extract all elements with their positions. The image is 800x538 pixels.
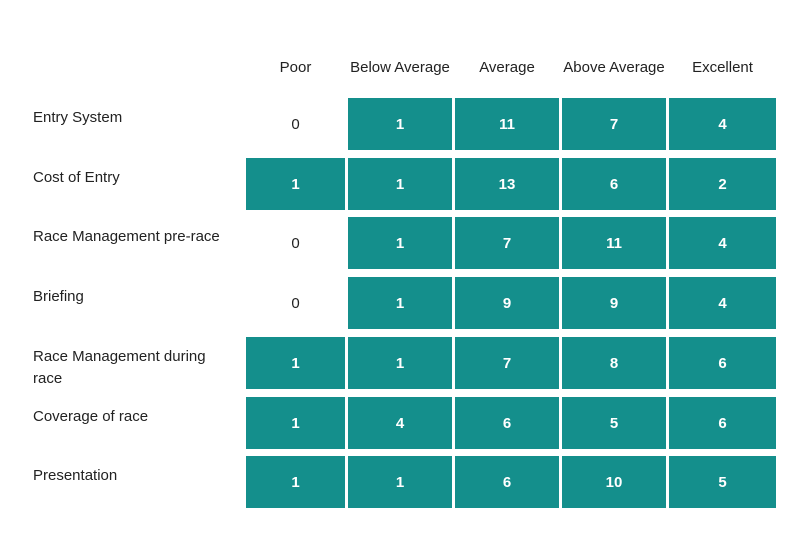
- data-cell: 1: [348, 277, 452, 329]
- column-header: Above Average: [563, 59, 665, 76]
- column-header: Average: [479, 59, 535, 76]
- data-cell: 1: [348, 217, 452, 269]
- data-cell: 0: [291, 234, 300, 252]
- data-cell: 9: [562, 277, 666, 329]
- data-cell: 1: [348, 98, 452, 150]
- data-cell: 5: [669, 456, 776, 508]
- data-cell: 11: [455, 98, 559, 150]
- data-cell: 1: [348, 337, 452, 389]
- data-cell: 4: [348, 397, 452, 449]
- data-cell: 6: [455, 456, 559, 508]
- data-cell: 10: [562, 456, 666, 508]
- data-cell: 4: [669, 277, 776, 329]
- data-cell: 0: [291, 294, 300, 312]
- data-cell: 9: [455, 277, 559, 329]
- column-header: Below Average: [350, 59, 450, 76]
- data-cell: 7: [455, 337, 559, 389]
- data-cell: 7: [455, 217, 559, 269]
- row-label: Briefing: [33, 288, 84, 305]
- row-label: Coverage of race: [33, 408, 149, 425]
- data-cell: 1: [246, 397, 345, 449]
- data-cell: 1: [246, 158, 345, 210]
- data-cell: 7: [562, 98, 666, 150]
- data-cell: 0: [291, 115, 300, 133]
- column-header: Excellent: [692, 59, 753, 76]
- data-cell: 1: [348, 158, 452, 210]
- data-cell: 4: [669, 98, 776, 150]
- data-cell: 6: [669, 397, 776, 449]
- data-cell: 5: [562, 397, 666, 449]
- row-label: Presentation: [33, 467, 118, 484]
- row-label: Race Management pre-race: [33, 228, 220, 245]
- data-cell: 1: [246, 337, 345, 389]
- row-label: Entry System: [33, 109, 123, 126]
- data-cell: 1: [348, 456, 452, 508]
- data-cell: 1: [246, 456, 345, 508]
- data-cell: 2: [669, 158, 776, 210]
- row-label: Race Management during race: [33, 348, 206, 387]
- data-cell: 4: [669, 217, 776, 269]
- data-cell: 6: [562, 158, 666, 210]
- column-header: Poor: [279, 59, 312, 76]
- row-label: Cost of Entry: [33, 169, 120, 186]
- data-cell: 11: [562, 217, 666, 269]
- data-cell: 6: [455, 397, 559, 449]
- data-cell: 8: [562, 337, 666, 389]
- data-cell: 6: [669, 337, 776, 389]
- data-cell: 13: [455, 158, 559, 210]
